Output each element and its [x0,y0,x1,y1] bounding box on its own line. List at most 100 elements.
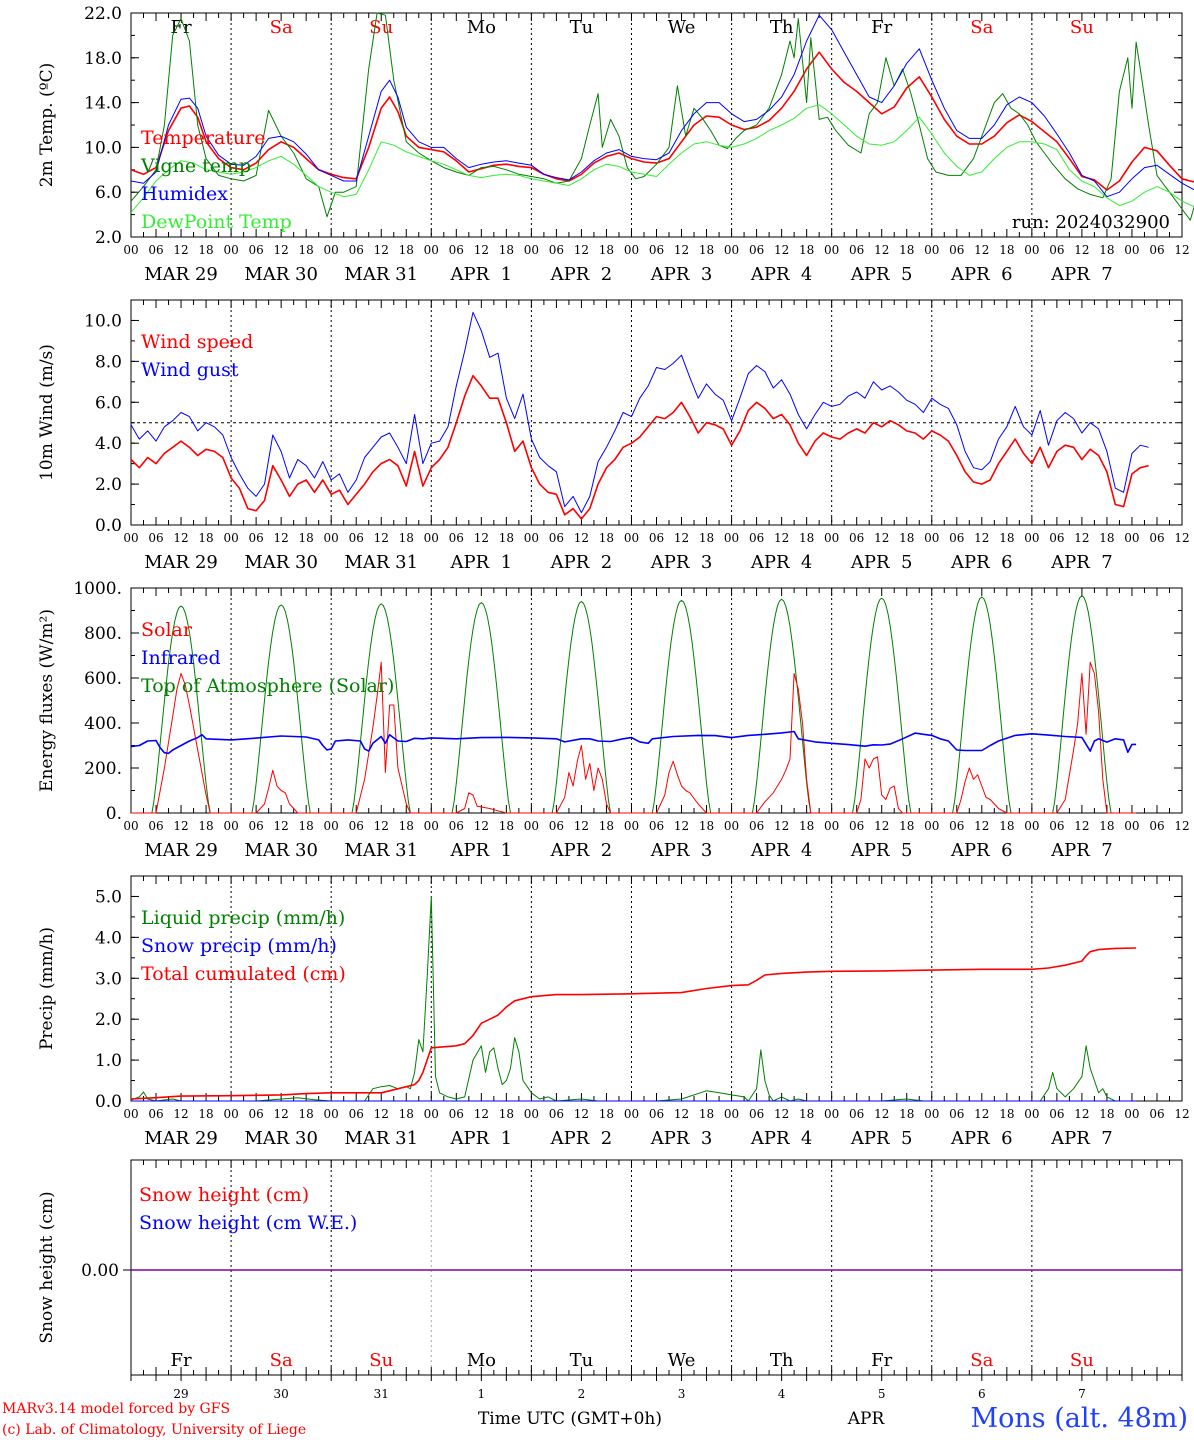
y-tick-label: 6.0 [95,393,122,413]
hour-tick-label: 06 [549,819,564,833]
y-tick-label: 4.0 [95,928,122,948]
y-tick-label: 2.0 [95,475,122,495]
hour-tick-label: 06 [949,531,964,545]
date-label: MAR 31 [344,264,418,285]
date-label: APR 1 [450,1128,513,1149]
hour-tick-label: 00 [1124,819,1139,833]
hour-tick-label: 00 [1024,243,1039,257]
legend-entry: Snow precip (mm/h) [141,935,337,957]
hour-tick-label: 18 [198,243,213,257]
day-number-label: 1 [478,1387,486,1401]
hour-tick-label: 12 [173,243,188,257]
hour-tick-label: 00 [223,1107,238,1121]
series-line-liquid-precip-mm-h [130,896,1137,1102]
hour-tick-label: 00 [1124,1107,1139,1121]
y-tick-label: 10.0 [84,311,122,331]
date-label: MAR 30 [244,1128,318,1149]
hour-tick-label: 06 [1149,243,1164,257]
hour-tick-label: 06 [849,243,864,257]
weekday-label: Mo [467,17,496,38]
weekday-label: Fr [871,1350,892,1371]
hour-tick-label: 06 [649,243,664,257]
hour-tick-label: 06 [849,819,864,833]
hour-tick-label: 00 [1024,1107,1039,1121]
y-tick-label: 2.0 [95,228,122,248]
hour-tick-label: 18 [499,243,514,257]
legend-entry: Snow height (cm W.E.) [139,1212,357,1234]
hour-tick-label: 18 [999,819,1014,833]
date-label: MAR 29 [144,264,218,285]
hour-tick-label: 12 [1074,531,1089,545]
hour-tick-label: 06 [248,819,263,833]
date-label: MAR 31 [344,1128,418,1149]
credit-line-2: (c) Lab. of Climatology, University of L… [2,1422,306,1438]
hour-tick-label: 18 [899,1107,914,1121]
date-label: MAR 31 [344,552,418,573]
run-label: run: 2024032900 [1012,212,1170,233]
hour-tick-label: 00 [924,819,939,833]
series-line-wind-speed [130,374,1149,520]
day-number-label: 5 [878,1387,886,1401]
hour-tick-label: 06 [1149,531,1164,545]
date-label: APR 7 [1050,1128,1113,1149]
day-number-label: 29 [173,1387,188,1401]
hour-tick-label: 00 [524,531,539,545]
hour-tick-label: 00 [1024,531,1039,545]
hour-tick-label: 00 [724,1107,739,1121]
date-label: MAR 30 [244,552,318,573]
hour-tick-label: 12 [374,1107,389,1121]
hour-tick-label: 12 [374,531,389,545]
y-tick-label: 5.0 [95,887,122,907]
hour-tick-label: 12 [774,243,789,257]
hour-tick-label: 12 [574,1107,589,1121]
hour-tick-label: 06 [449,1107,464,1121]
hour-tick-label: 06 [649,531,664,545]
weekday-label: We [668,1350,696,1371]
weekday-label: Th [770,1350,794,1371]
hour-tick-label: 00 [924,1107,939,1121]
hour-tick-label: 00 [824,531,839,545]
series-line-humidex [130,14,1194,198]
hour-tick-label: 12 [574,531,589,545]
y-tick-label: 8.0 [95,352,122,372]
date-label: MAR 29 [144,1128,218,1149]
date-label: APR 2 [550,840,613,861]
hour-tick-label: 00 [123,1107,138,1121]
hour-tick-label: 06 [1049,531,1064,545]
hour-tick-label: 18 [1099,819,1114,833]
weekday-label: Sa [970,1350,993,1371]
hour-tick-label: 18 [899,819,914,833]
hour-tick-label: 18 [899,243,914,257]
hour-tick-label: 06 [849,1107,864,1121]
hour-tick-label: 12 [574,819,589,833]
hour-tick-label: 18 [399,243,414,257]
legend-entry: Infrared [141,647,221,669]
y-axis-label: Precip (mm/h) [37,927,57,1050]
weekday-label: Tu [570,17,594,38]
hour-tick-label: 12 [874,819,889,833]
weekday-label: Sa [970,17,993,38]
hour-tick-label: 12 [774,1107,789,1121]
hour-tick-label: 06 [949,819,964,833]
hour-tick-label: 00 [1024,819,1039,833]
day-number-label: 3 [678,1387,686,1401]
month-label: APR [847,1409,886,1429]
date-label: APR 1 [450,840,513,861]
hour-tick-label: 18 [699,1107,714,1121]
date-label: APR 7 [1050,264,1113,285]
hour-tick-label: 18 [499,1107,514,1121]
hour-tick-label: 00 [223,819,238,833]
y-axis-label: Snow height (cm) [37,1191,57,1343]
day-number-label: 2 [578,1387,586,1401]
hour-tick-label: 00 [924,243,939,257]
hour-tick-label: 06 [1049,243,1064,257]
hour-tick-label: 12 [774,531,789,545]
legend-entry: Wind gust [141,359,239,381]
legend-entry: Total cumulated (cm) [141,963,346,985]
date-label: APR 5 [850,264,913,285]
hour-tick-label: 12 [274,243,289,257]
hour-tick-label: 18 [198,531,213,545]
hour-tick-label: 00 [1124,531,1139,545]
hour-tick-label: 00 [524,243,539,257]
hour-tick-label: 18 [198,1107,213,1121]
